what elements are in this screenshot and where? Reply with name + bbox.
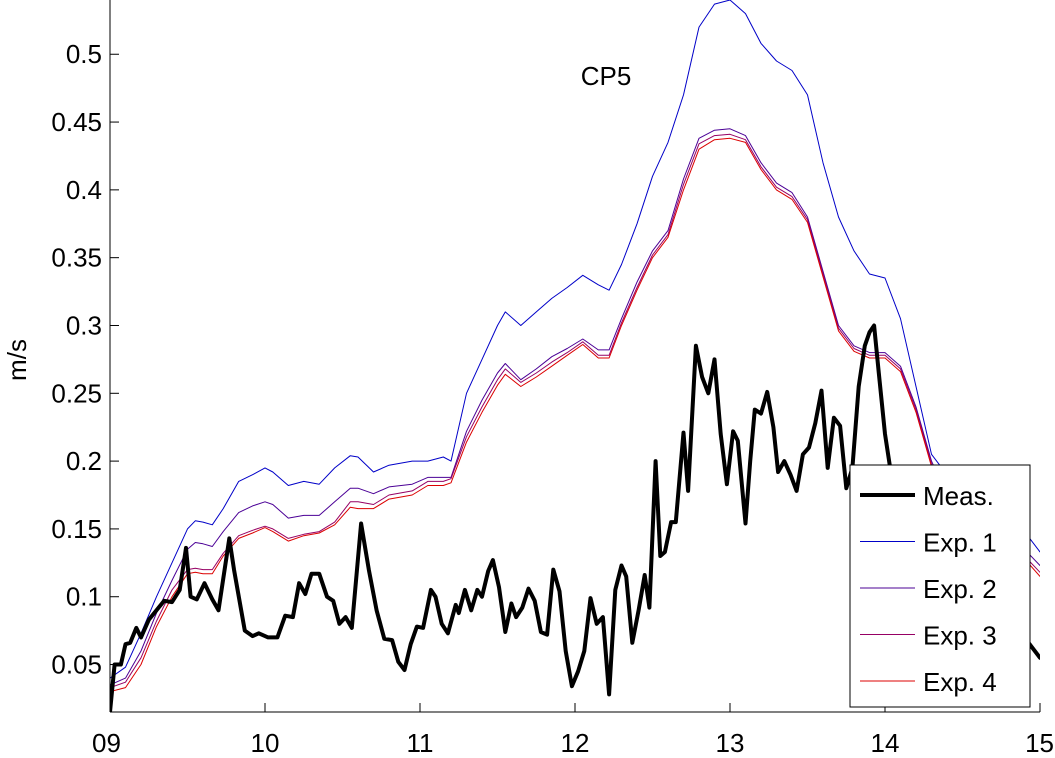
y-tick-label: 0.1	[66, 582, 102, 612]
y-tick-label: 0.2	[66, 446, 102, 476]
x-tick-label: 12	[561, 728, 590, 758]
series-line-exp-2	[110, 128, 1040, 686]
x-tick-label: 10	[251, 728, 280, 758]
y-tick-label: 0.4	[66, 175, 102, 205]
x-tick-label: 11	[407, 728, 434, 758]
legend-label: Exp. 4	[923, 667, 997, 697]
y-axis-label: m/s	[2, 339, 32, 381]
y-tick-label: 0.25	[51, 378, 102, 408]
legend-label: Exp. 2	[923, 574, 997, 604]
axes: 09 10 11 12 13 14 15 0.05 0.1 0.15 0.2 0.25 0.3 0.35 0…	[51, 0, 1054, 758]
series-line-exp-4	[110, 137, 1040, 693]
series-line-exp-3	[110, 133, 1040, 689]
x-tick-label: 09	[92, 728, 121, 758]
legend-label: Meas.	[923, 481, 994, 511]
y-tick-label: 0.35	[51, 243, 102, 273]
x-tick-label: 14	[871, 728, 900, 758]
legend-label: Exp. 1	[923, 528, 997, 558]
y-tick-label: 0.15	[51, 514, 102, 544]
chart-title: CP5	[581, 61, 632, 91]
y-tick-label: 0.5	[66, 39, 102, 69]
legend-box	[849, 464, 1031, 708]
x-tick-label: 13	[716, 728, 745, 758]
legend-label: Exp. 3	[923, 621, 997, 651]
x-tick-label: 15	[1025, 728, 1054, 758]
plot-area	[110, 0, 1040, 712]
y-tick-label: 0.45	[51, 107, 102, 137]
y-tick-label: 0.05	[51, 650, 102, 680]
series-line-meas	[110, 323, 1040, 712]
legend: Meas. Exp. 1 Exp. 2 Exp. 3 Exp. 4	[849, 464, 1031, 708]
series-line-exp-1	[110, 0, 1040, 679]
y-tick-label: 0.3	[66, 310, 102, 340]
